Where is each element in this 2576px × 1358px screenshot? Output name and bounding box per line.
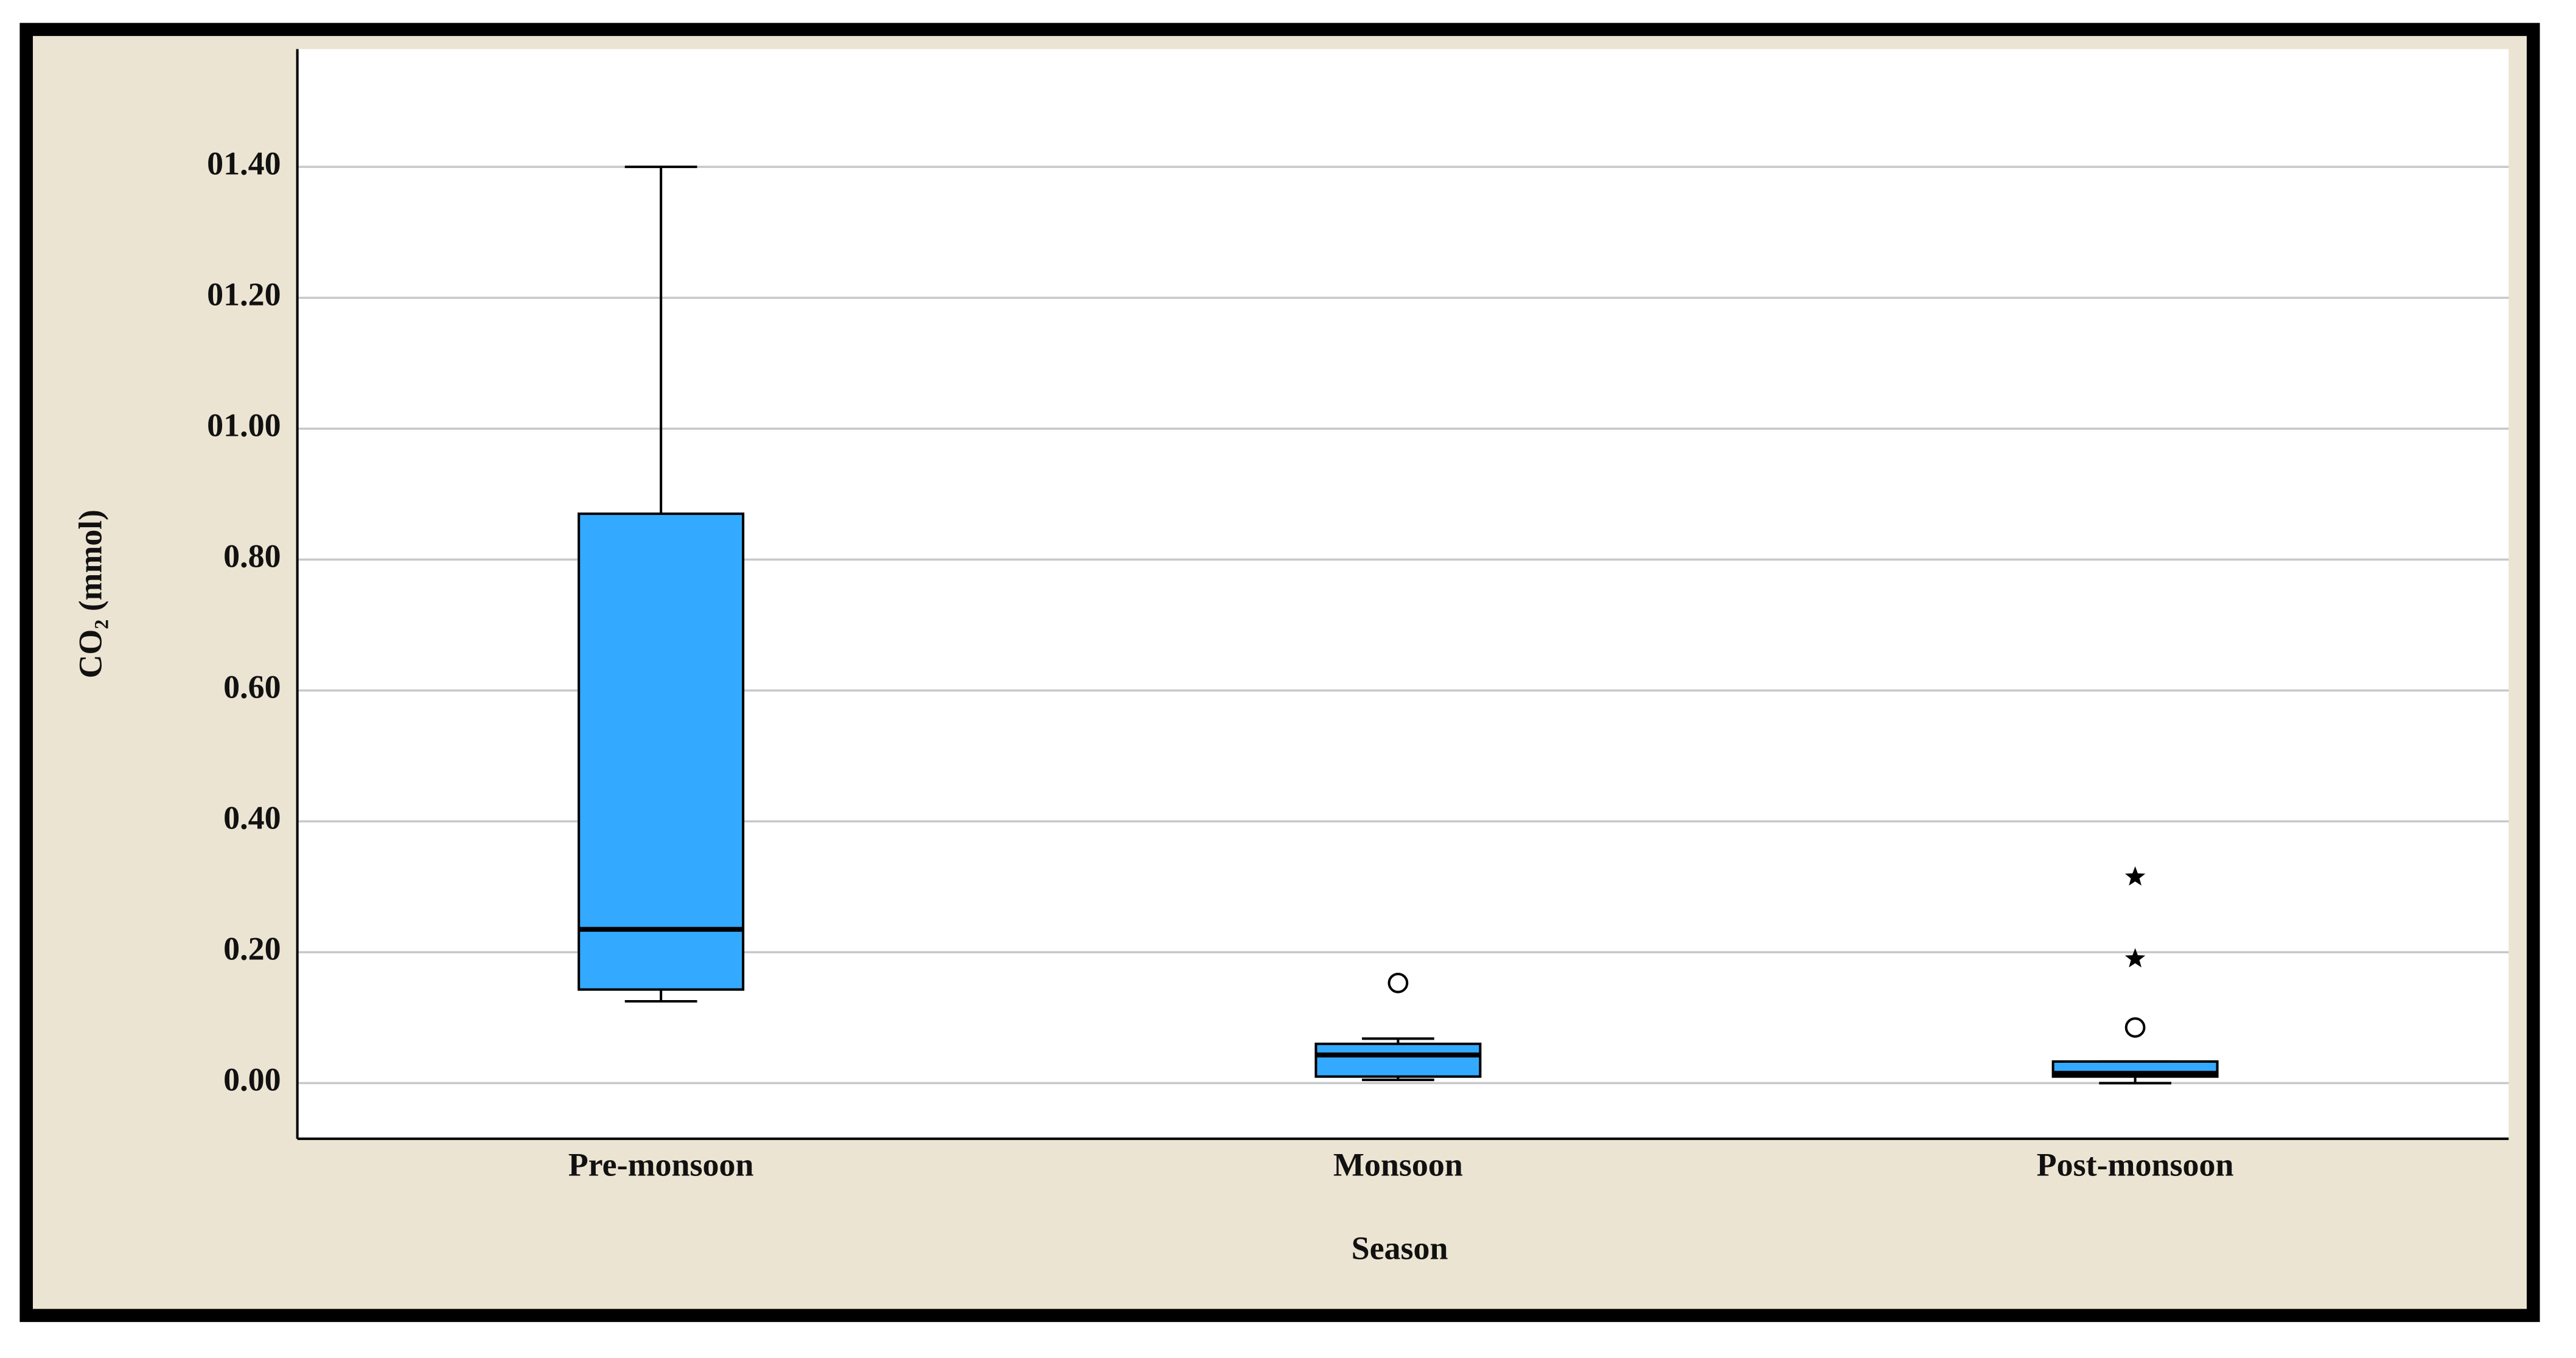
- box: [1314, 1042, 1482, 1078]
- x-tick-label: Pre-monsoon: [568, 1147, 754, 1183]
- y-tick-label: 0.20: [223, 931, 281, 967]
- box: [578, 513, 745, 991]
- y-tick-label: 0.60: [223, 669, 281, 705]
- y-tick-label: 0.40: [223, 800, 281, 836]
- x-axis-title: Season: [1352, 1230, 1448, 1267]
- y-tick-label: 01.40: [207, 145, 281, 182]
- y-tick-label: 0.00: [223, 1062, 281, 1098]
- y-axis-title: CO₂ (mmol): [72, 509, 108, 678]
- outlier: [1387, 973, 1409, 993]
- outlier: [2124, 1017, 2146, 1038]
- x-tick-label: Post-monsoon: [2037, 1147, 2234, 1183]
- extreme: [2124, 866, 2146, 886]
- y-tick-label: 01.00: [207, 407, 281, 444]
- y-tick-label: 01.20: [207, 276, 281, 313]
- extreme: [2124, 948, 2146, 968]
- x-tick-label: Monsoon: [1333, 1147, 1463, 1183]
- y-tick-label: 0.80: [223, 538, 281, 575]
